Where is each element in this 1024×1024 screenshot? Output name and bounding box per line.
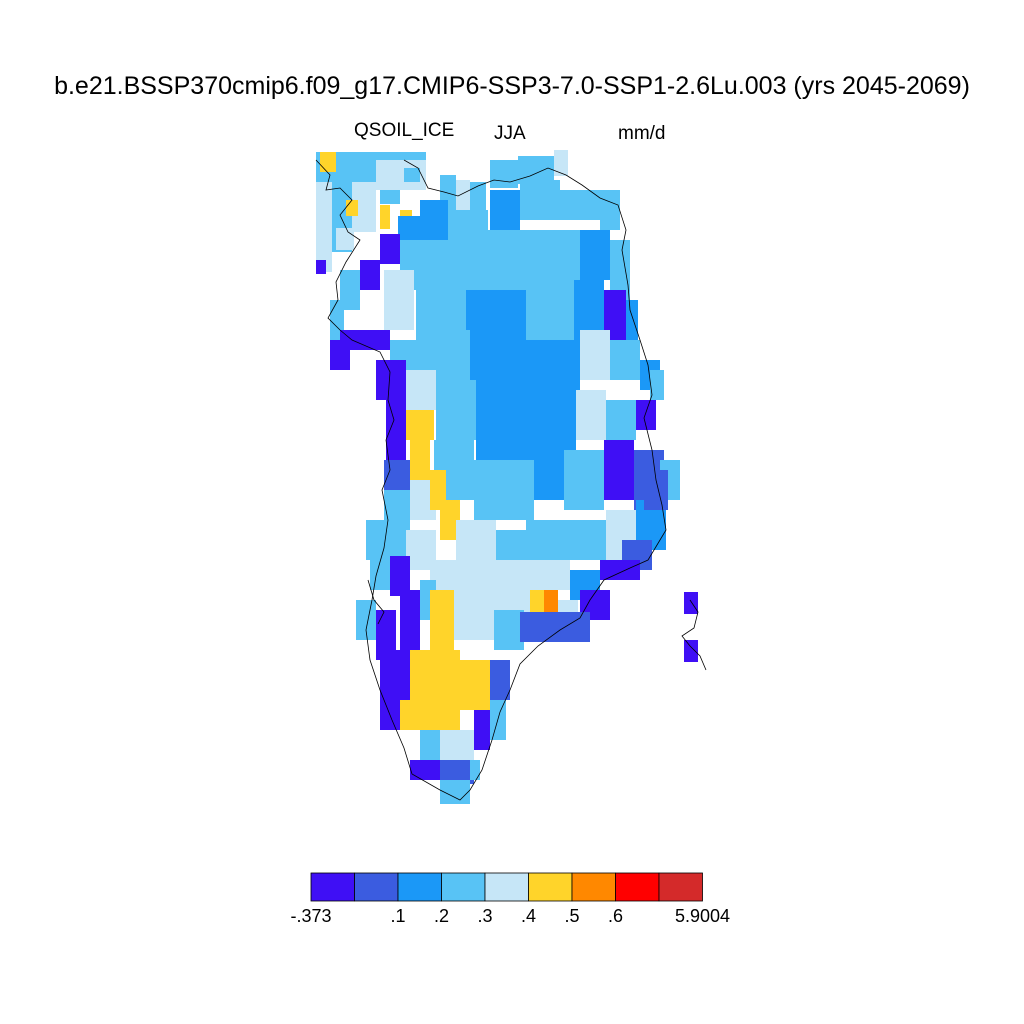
grid-cell <box>534 460 564 500</box>
colorbar-label: .6 <box>607 906 624 926</box>
grid-cell <box>356 600 376 640</box>
units-label: mm/d <box>618 123 666 144</box>
coastline <box>315 159 707 801</box>
grid-cell <box>404 168 420 182</box>
grid-cell <box>360 260 380 290</box>
grid-cell <box>610 240 630 300</box>
grid-cell <box>406 410 434 440</box>
grid-cell <box>340 270 360 310</box>
variable-label: QSOIL_ICE <box>354 120 455 141</box>
grid-cell <box>410 440 430 480</box>
colorbar-label: 5.9004 <box>674 906 731 926</box>
grid-cell <box>440 780 470 804</box>
grid-cell <box>544 590 558 612</box>
map-cells <box>316 150 698 804</box>
colorbar-label: .4 <box>520 906 537 926</box>
grid-cell <box>376 610 396 660</box>
grid-cell <box>316 260 326 274</box>
grid-cell <box>606 400 636 440</box>
grid-cell <box>474 460 534 520</box>
grid-cell <box>320 152 336 172</box>
grid-cell <box>376 360 406 400</box>
grid-cell <box>470 760 480 780</box>
grid-cell <box>366 520 406 560</box>
grid-cell <box>436 380 476 440</box>
grid-cell <box>526 520 566 560</box>
grid-cell <box>420 730 440 760</box>
grid-cell <box>520 612 560 642</box>
grid-cell <box>576 390 606 440</box>
grid-cell <box>526 280 576 340</box>
grid-cell <box>370 560 390 590</box>
grid-cell <box>564 450 604 510</box>
grid-cell <box>520 180 560 220</box>
grid-cell <box>560 190 600 220</box>
grid-cell <box>380 234 400 264</box>
grid-cell <box>580 230 610 280</box>
grid-cell <box>600 190 620 230</box>
grid-cell <box>644 470 668 510</box>
grid-cell <box>330 340 350 370</box>
colorbar-label: .3 <box>477 906 493 926</box>
plot-title: b.e21.BSSP370cmip6.f09_g17.CMIP6-SSP3-7.… <box>54 72 970 100</box>
grid-cell <box>466 290 526 340</box>
grid-cell <box>540 230 580 280</box>
grid-cell <box>380 190 400 204</box>
grid-cell <box>474 710 490 750</box>
colorbar-label: -.373 <box>290 906 332 926</box>
grid-cell <box>386 400 406 460</box>
grid-cell <box>346 200 358 216</box>
grid-cell <box>340 330 390 350</box>
grid-cell <box>400 590 420 650</box>
grid-cell <box>454 580 494 640</box>
grid-cell <box>440 500 460 540</box>
grid-cell <box>650 370 664 400</box>
grid-cell <box>540 340 580 400</box>
grid-cell <box>684 640 698 662</box>
grid-cell <box>626 300 638 340</box>
grid-cell <box>636 400 656 430</box>
grid-cell <box>580 330 610 380</box>
grid-cell <box>494 610 524 650</box>
grid-cell <box>530 590 544 612</box>
grid-cell <box>406 370 436 410</box>
grid-cell <box>490 660 510 700</box>
grid-cell <box>490 160 518 188</box>
grid-cell <box>530 560 570 590</box>
grid-cell <box>490 190 520 230</box>
grid-cell <box>554 150 568 176</box>
grid-cell <box>380 205 390 229</box>
grid-cell <box>604 440 634 500</box>
grid-cell <box>566 520 606 560</box>
grid-cell <box>684 592 698 614</box>
grid-cell <box>610 340 640 380</box>
colorbar-label: .5 <box>564 906 580 926</box>
grid-cell <box>430 590 454 660</box>
colorbar-label: .2 <box>433 906 450 926</box>
grid-cell <box>390 556 410 596</box>
season-label: JJA <box>494 123 526 144</box>
grid-cell <box>336 228 354 250</box>
grid-cell <box>384 270 414 330</box>
grid-cell <box>410 760 440 780</box>
grid-cell <box>400 700 420 730</box>
grid-cell <box>460 660 490 710</box>
grid-cell <box>600 560 640 580</box>
grid-cell <box>456 520 496 560</box>
grid-cell <box>518 156 554 184</box>
colorbar-label: .1 <box>390 906 406 926</box>
grid-cell <box>440 730 474 760</box>
